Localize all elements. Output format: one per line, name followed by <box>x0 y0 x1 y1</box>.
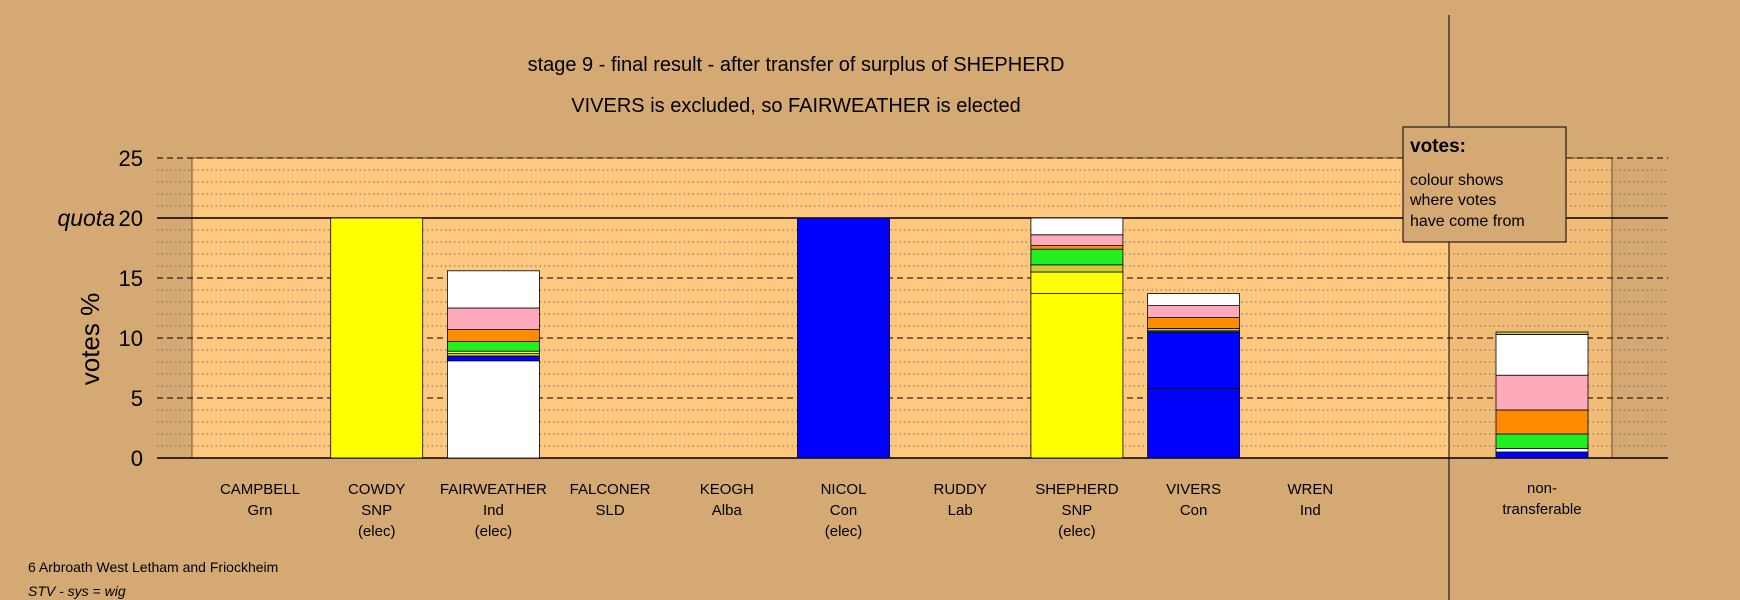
bar-segment-nontransferable <box>1495 433 1589 449</box>
bar-segment-shepherd <box>1030 217 1124 236</box>
x-tick-label-party: Alba <box>712 502 743 519</box>
footer-ward: 6 Arbroath West Letham and Friockheim <box>28 559 278 575</box>
x-tick-label-candidate: KEOGH <box>700 481 754 498</box>
x-tick-label-nontransferable: transferable <box>1502 501 1581 518</box>
x-tick-label-nontransferable: non- <box>1527 480 1557 497</box>
bar-segment-vivers <box>1147 331 1240 389</box>
bar-segment-shepherd <box>1030 245 1124 250</box>
legend-line-3: have come from <box>1410 213 1525 230</box>
x-tick-label-status: (elec) <box>475 523 513 540</box>
bar-segment-cowdy <box>330 217 424 459</box>
x-tick-label-candidate: RUDDY <box>934 481 987 498</box>
bar-segment-nontransferable <box>1495 447 1589 453</box>
bar-segment-vivers <box>1147 387 1240 459</box>
quota-label: quota <box>57 205 115 231</box>
bar-segment-shepherd <box>1030 248 1124 266</box>
x-tick-label-party: SNP <box>1061 502 1092 519</box>
x-tick-label-party: Con <box>830 502 858 519</box>
bar-segment-vivers <box>1147 305 1240 319</box>
plot-area <box>191 157 1613 459</box>
chart-title-line2: VIVERS is excluded, so FAIRWEATHER is el… <box>571 95 1020 117</box>
x-tick-label-party: Lab <box>948 502 973 519</box>
bar-segment-fairweather <box>446 355 540 362</box>
legend-box: votes: colour shows where votes have com… <box>1402 126 1567 243</box>
bar-segment-vivers <box>1147 317 1240 329</box>
x-tick-label-party: Grn <box>247 502 272 519</box>
footer-system: STV - sys = wig <box>28 583 126 599</box>
x-tick-label-party: Ind <box>483 502 504 519</box>
bar-segment-shepherd <box>1030 264 1124 273</box>
legend-heading: votes: <box>1410 136 1466 157</box>
bar-segment-nontransferable <box>1495 374 1589 411</box>
legend-line-1: colour shows <box>1410 172 1503 189</box>
bar-segment-shepherd <box>1030 271 1124 295</box>
bar-segment-fairweather <box>446 341 540 352</box>
bar-segment-nontransferable <box>1495 451 1589 459</box>
bar-segment-shepherd <box>1030 234 1124 247</box>
x-tick-label-candidate: CAMPBELL <box>220 481 300 498</box>
x-tick-label-status: (elec) <box>825 523 863 540</box>
x-tick-label-candidate: WREN <box>1287 481 1333 498</box>
x-tick-label-party: Ind <box>1300 502 1321 519</box>
bar-segment-fairweather <box>446 360 540 459</box>
chart-title-line1: stage 9 - final result - after transfer … <box>528 54 1065 76</box>
bar-segment-nontransferable <box>1495 333 1589 376</box>
y-tick-label: 20 <box>119 206 143 231</box>
x-tick-label-status: (elec) <box>358 523 396 540</box>
x-tick-label-candidate: FAIRWEATHER <box>440 481 547 498</box>
bar-segment-shepherd <box>1030 293 1124 459</box>
bar-segment-fairweather <box>446 270 540 309</box>
y-tick-label: 5 <box>131 386 143 411</box>
bar-segment-nicol <box>797 217 890 459</box>
bar-segment-vivers <box>1147 293 1240 307</box>
x-tick-label-party: SLD <box>596 502 625 519</box>
x-tick-label-candidate: NICOL <box>821 481 867 498</box>
y-tick-label: 0 <box>131 446 143 471</box>
bar-segment-nontransferable <box>1495 331 1589 335</box>
x-tick-label-candidate: COWDY <box>348 481 406 498</box>
y-axis-label: votes % <box>75 293 105 386</box>
x-tick-label-party: SNP <box>361 502 392 519</box>
y-tick-label: 10 <box>119 326 143 351</box>
y-tick-label: 25 <box>119 146 143 171</box>
bar-segment-nontransferable <box>1495 409 1589 435</box>
x-tick-label-candidate: FALCONER <box>570 481 651 498</box>
x-tick-label-status: (elec) <box>1058 523 1096 540</box>
bar-segment-fairweather <box>446 329 540 343</box>
x-tick-label-candidate: VIVERS <box>1166 481 1221 498</box>
x-tick-label-party: Con <box>1180 502 1208 519</box>
legend-line-2: where votes <box>1409 192 1496 209</box>
y-tick-label: 15 <box>119 266 143 291</box>
bar-segment-fairweather <box>446 307 540 331</box>
x-tick-label-candidate: SHEPHERD <box>1035 481 1119 498</box>
